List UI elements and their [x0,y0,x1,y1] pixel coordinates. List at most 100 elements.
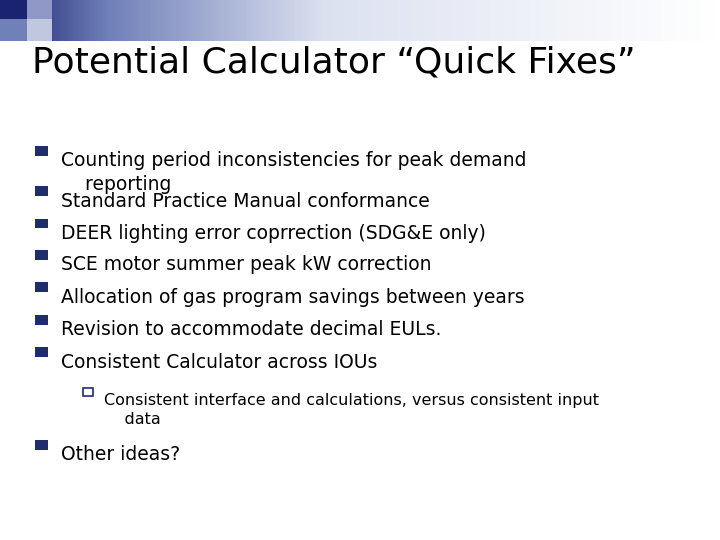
Bar [348,0,351,40]
Bar [17,0,19,40]
Bar [187,0,189,40]
Bar [590,0,593,40]
Bar [34,0,36,40]
Bar [547,0,549,40]
Bar [497,0,499,40]
Bar [367,0,369,40]
Bar [418,0,420,40]
Bar [274,0,276,40]
Bar [521,0,523,40]
Bar [163,0,166,40]
Bar [485,0,487,40]
Bar [650,0,653,40]
Bar [495,0,497,40]
Bar [413,0,415,40]
Bar [297,0,300,40]
Bar [319,0,322,40]
Bar [22,0,24,40]
Bar [430,0,432,40]
Bar [2,0,5,40]
Bar [562,0,564,40]
Bar [79,0,81,40]
Bar [598,0,600,40]
Bar [643,0,646,40]
Bar [384,0,387,40]
Bar [463,0,466,40]
Bar [528,0,531,40]
Bar [398,0,401,40]
Bar [502,0,504,40]
Bar [605,0,607,40]
Bar [482,0,485,40]
Bar [420,0,423,40]
Bar [135,0,137,40]
Bar [387,0,389,40]
Bar [151,0,153,40]
Bar [48,0,50,40]
Bar [156,0,158,40]
Bar [333,0,336,40]
Bar [341,0,343,40]
Bar [326,0,329,40]
Bar [113,0,115,40]
Bar [149,0,151,40]
Bar [305,0,307,40]
Bar [288,0,290,40]
Bar [180,0,182,40]
Bar [446,0,449,40]
Bar [144,0,146,40]
Bar [171,0,173,40]
Bar [331,0,333,40]
Bar [437,0,439,40]
Bar [509,0,511,40]
Bar [405,0,408,40]
Bar [425,0,427,40]
Bar [0,0,27,19]
Bar [35,440,48,450]
Bar [456,0,459,40]
Bar [202,0,204,40]
Bar [209,0,211,40]
Bar [434,0,437,40]
Bar [70,0,72,40]
Bar [9,0,12,40]
Bar [312,0,315,40]
Bar [396,0,398,40]
Bar [427,0,430,40]
Bar [103,0,106,40]
Bar [247,0,250,40]
Bar [83,388,93,396]
Bar [279,0,281,40]
Bar [178,0,180,40]
Bar [125,0,127,40]
Bar [614,0,617,40]
Bar [567,0,569,40]
Bar [27,0,29,40]
Bar [603,0,605,40]
Bar [492,0,495,40]
Bar [94,0,96,40]
Bar [554,0,557,40]
Bar [221,0,223,40]
Text: SCE motor summer peak kW correction: SCE motor summer peak kW correction [61,255,432,274]
Bar [84,0,86,40]
Bar [372,0,374,40]
Bar [571,0,574,40]
Bar [377,0,379,40]
Bar [29,0,31,40]
Bar [670,0,672,40]
Bar [504,0,506,40]
Bar [713,0,715,40]
Bar [535,0,538,40]
Bar [449,0,451,40]
Bar [423,0,425,40]
Bar [706,0,708,40]
Bar [631,0,634,40]
Bar [161,0,163,40]
Bar [286,0,288,40]
Bar [624,0,626,40]
Bar [718,0,720,40]
Bar [693,0,696,40]
Bar [264,0,266,40]
Bar [101,0,103,40]
